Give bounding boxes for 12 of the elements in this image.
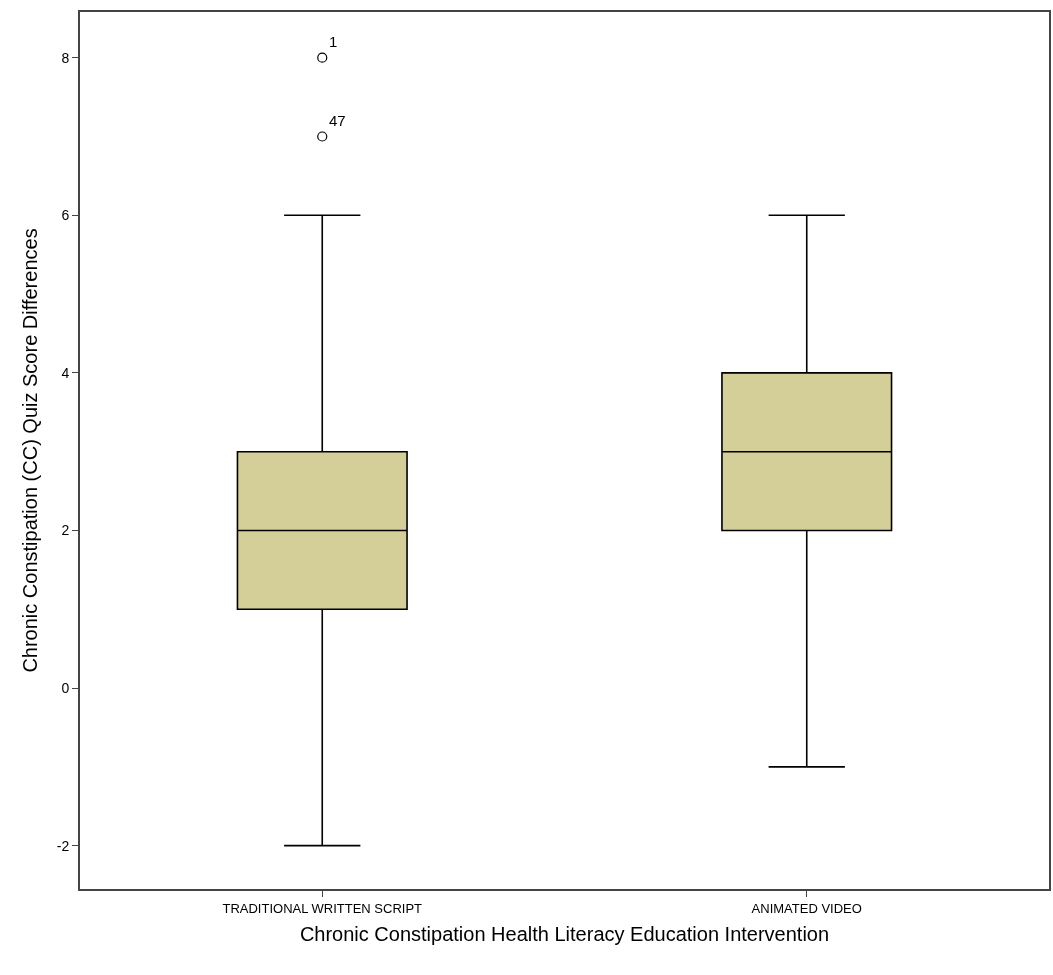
x-tick-label: TRADITIONAL WRITTEN SCRIPT — [222, 900, 423, 916]
y-tick-label: -2 — [56, 837, 70, 854]
y-tick-label: 4 — [61, 364, 70, 381]
y-axis-title: Chronic Constipation (CC) Quiz Score Differences — [18, 228, 41, 673]
annotation: 47 — [328, 112, 346, 130]
x-tick-label: ANIMATED VIDEO — [751, 900, 862, 916]
y-tick-label: 8 — [61, 49, 70, 66]
annotation: 1 — [328, 33, 338, 51]
y-tick-label: 2 — [61, 522, 70, 539]
y-tick-label: 6 — [61, 207, 70, 224]
x-axis-title: Chronic Constipation Health Literacy Education Intervention — [299, 922, 830, 945]
y-tick-label: 0 — [61, 679, 70, 696]
